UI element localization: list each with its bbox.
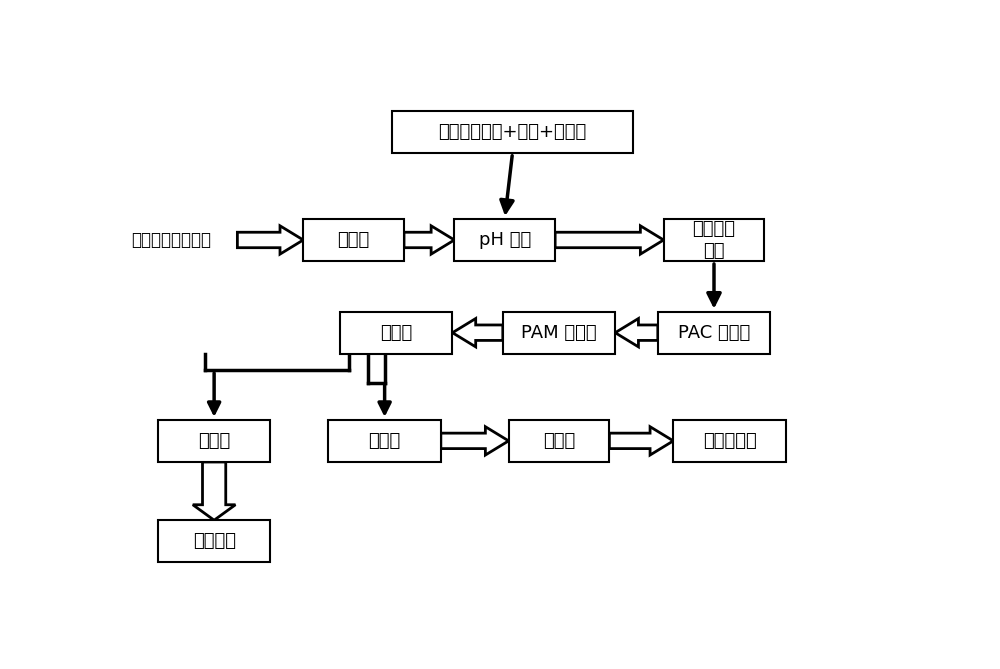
Text: 沉淀池: 沉淀池 [380, 324, 412, 342]
Text: 干污泥外运: 干污泥外运 [703, 432, 756, 450]
Bar [303, 219, 404, 261]
Text: pH 调节: pH 调节 [479, 231, 531, 249]
Bar [340, 312, 452, 354]
Text: PAM 反应器: PAM 反应器 [521, 324, 597, 342]
Polygon shape [452, 318, 503, 347]
Text: 压滤机: 压滤机 [543, 432, 575, 450]
Polygon shape [193, 462, 235, 520]
Polygon shape [615, 318, 658, 347]
Text: 达标排放: 达标排放 [193, 533, 236, 551]
Text: 沉降池: 沉降池 [338, 231, 370, 249]
Polygon shape [237, 226, 303, 254]
Bar [328, 419, 441, 462]
Bar [503, 312, 615, 354]
Text: 污泥池: 污泥池 [368, 432, 401, 450]
Bar [658, 312, 770, 354]
Text: 氯化钙反
应器: 氯化钙反 应器 [692, 220, 736, 260]
Text: PAC 反应器: PAC 反应器 [678, 324, 750, 342]
Bar [509, 419, 609, 462]
Bar [392, 110, 633, 153]
Polygon shape [555, 226, 664, 254]
Polygon shape [404, 226, 454, 254]
Bar [673, 419, 786, 462]
Bar [158, 419, 270, 462]
Text: 氢氧化钙溶液+片碱+氯化钙: 氢氧化钙溶液+片碱+氯化钙 [438, 123, 587, 140]
Text: 清水池: 清水池 [198, 432, 230, 450]
Polygon shape [609, 427, 673, 455]
Bar [454, 219, 555, 261]
Text: 高浓度含氟化废水: 高浓度含氟化废水 [132, 231, 212, 249]
Bar [158, 520, 270, 563]
Polygon shape [441, 427, 509, 455]
Bar [664, 219, 764, 261]
